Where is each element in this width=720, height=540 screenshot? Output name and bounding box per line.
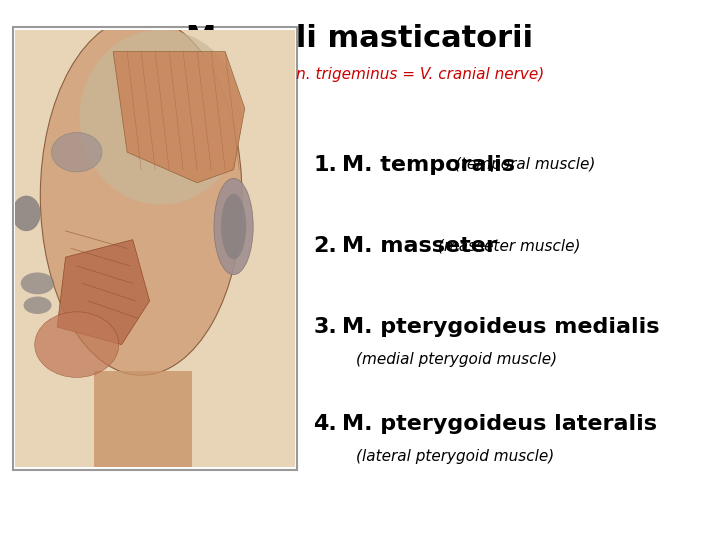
- Polygon shape: [57, 240, 150, 345]
- Text: Musculi masticatorii: Musculi masticatorii: [186, 24, 534, 53]
- Bar: [13, 27, 297, 470]
- Text: 1.: 1.: [313, 154, 337, 175]
- Ellipse shape: [79, 30, 242, 205]
- Ellipse shape: [35, 312, 119, 377]
- Polygon shape: [113, 52, 245, 183]
- Text: M. pterygoideus lateralis: M. pterygoideus lateralis: [342, 414, 657, 434]
- Text: 2.: 2.: [313, 235, 337, 256]
- Text: (temporal muscle): (temporal muscle): [449, 157, 595, 172]
- Ellipse shape: [12, 196, 40, 231]
- Text: M. masseter: M. masseter: [342, 235, 497, 256]
- Ellipse shape: [40, 17, 242, 375]
- Ellipse shape: [52, 132, 102, 172]
- Bar: [94, 371, 192, 467]
- Text: (medial pterygoid muscle): (medial pterygoid muscle): [356, 352, 557, 367]
- Ellipse shape: [221, 194, 246, 259]
- Ellipse shape: [214, 178, 253, 275]
- Text: (masseter muscle): (masseter muscle): [433, 238, 580, 253]
- Ellipse shape: [24, 296, 52, 314]
- Text: M. pterygoideus medialis: M. pterygoideus medialis: [342, 316, 660, 337]
- Text: (lateral pterygoid muscle): (lateral pterygoid muscle): [356, 449, 554, 464]
- Ellipse shape: [21, 273, 54, 294]
- Text: 3.: 3.: [313, 316, 337, 337]
- Text: (innervation by n. trigeminus = V. cranial nerve): (innervation by n. trigeminus = V. crani…: [176, 68, 544, 83]
- Text: 4.: 4.: [313, 414, 337, 434]
- Text: M. temporalis: M. temporalis: [342, 154, 515, 175]
